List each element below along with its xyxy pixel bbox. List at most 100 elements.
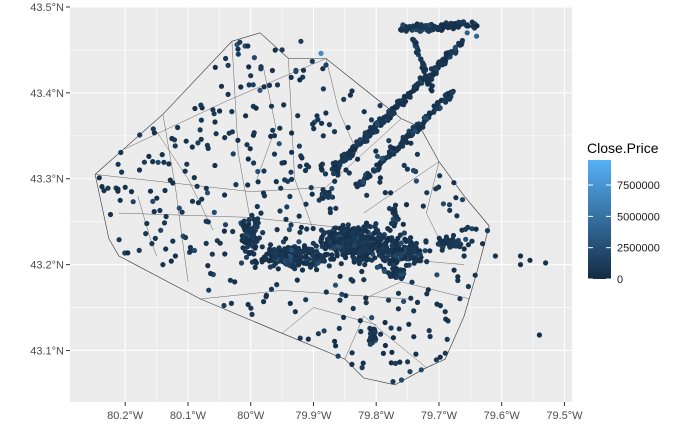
sale-point bbox=[397, 232, 403, 238]
sale-point bbox=[333, 160, 339, 166]
sale-point bbox=[378, 246, 384, 252]
sale-points bbox=[96, 19, 549, 385]
sale-point bbox=[474, 33, 480, 39]
sale-point bbox=[543, 260, 549, 266]
sale-point bbox=[268, 103, 275, 109]
sale-point bbox=[329, 185, 335, 192]
sale-point bbox=[418, 22, 424, 28]
sale-point bbox=[298, 153, 304, 159]
sale-point bbox=[161, 159, 167, 165]
sale-point bbox=[384, 256, 390, 262]
sale-point bbox=[492, 253, 498, 259]
sale-point bbox=[363, 300, 369, 306]
sale-point bbox=[221, 228, 227, 234]
sale-point bbox=[160, 262, 166, 268]
sale-point bbox=[298, 224, 304, 230]
sale-point bbox=[128, 189, 135, 195]
sale-point bbox=[397, 359, 403, 365]
sale-point bbox=[396, 251, 402, 257]
sale-point bbox=[243, 113, 249, 119]
sale-point bbox=[275, 266, 281, 272]
sale-point bbox=[377, 179, 383, 185]
sale-point bbox=[163, 246, 169, 252]
sale-point bbox=[392, 247, 398, 253]
sale-point bbox=[411, 308, 417, 314]
sale-point bbox=[382, 190, 388, 196]
sale-point bbox=[310, 225, 316, 232]
sale-point bbox=[261, 84, 267, 90]
sale-point bbox=[402, 137, 408, 143]
sale-point bbox=[374, 153, 381, 159]
sale-point bbox=[154, 195, 160, 201]
sale-point bbox=[403, 202, 410, 208]
sale-point bbox=[277, 208, 283, 214]
sale-point bbox=[212, 119, 218, 125]
sale-point bbox=[245, 43, 251, 49]
sale-point bbox=[238, 260, 245, 266]
sale-point bbox=[204, 190, 211, 196]
sale-point bbox=[101, 188, 107, 194]
sale-point bbox=[358, 232, 364, 238]
sale-point bbox=[118, 149, 124, 156]
sale-point bbox=[289, 176, 295, 182]
sale-point bbox=[449, 90, 455, 96]
sale-point bbox=[251, 216, 257, 222]
sale-point bbox=[297, 335, 303, 341]
sale-point bbox=[420, 124, 426, 130]
sale-point bbox=[423, 73, 429, 79]
sale-point bbox=[389, 109, 395, 115]
sale-point bbox=[379, 155, 385, 162]
sale-point bbox=[426, 22, 432, 28]
sale-point bbox=[137, 132, 143, 138]
y-axis: 43.1°N 43.2°N 43.3°N 43.4°N 43.5°N bbox=[30, 2, 70, 357]
sale-point bbox=[158, 227, 164, 233]
district-line bbox=[156, 131, 214, 231]
sale-point bbox=[352, 256, 358, 262]
sale-point bbox=[451, 180, 457, 186]
sale-point bbox=[350, 234, 356, 240]
sale-point bbox=[401, 93, 407, 100]
district-line bbox=[125, 58, 327, 149]
sale-point bbox=[474, 23, 480, 29]
sale-point bbox=[161, 220, 168, 226]
sale-point bbox=[119, 169, 125, 175]
sale-point bbox=[252, 245, 258, 251]
legend-break-label: 7500000 bbox=[617, 180, 660, 192]
sale-point bbox=[136, 167, 143, 173]
sale-point bbox=[362, 130, 368, 136]
sale-point bbox=[418, 367, 424, 373]
sale-point bbox=[447, 207, 453, 213]
sale-point bbox=[418, 56, 424, 63]
sale-point bbox=[298, 38, 304, 44]
sale-point bbox=[222, 192, 228, 198]
sale-point bbox=[441, 57, 448, 63]
sale-point bbox=[259, 244, 265, 250]
sale-point bbox=[377, 231, 383, 237]
sale-point bbox=[351, 242, 358, 248]
sale-point bbox=[388, 220, 395, 226]
sale-point bbox=[288, 74, 294, 80]
sale-point bbox=[356, 182, 362, 188]
sale-point bbox=[144, 220, 150, 227]
sale-point bbox=[297, 163, 303, 169]
sale-point bbox=[334, 167, 340, 173]
sale-point bbox=[294, 277, 300, 283]
sale-point bbox=[473, 226, 479, 232]
sale-point bbox=[303, 297, 309, 303]
sale-point bbox=[462, 226, 469, 232]
sale-point bbox=[246, 64, 252, 70]
sale-point bbox=[469, 19, 475, 25]
sale-point bbox=[368, 117, 375, 123]
sale-point bbox=[296, 213, 302, 219]
sale-point bbox=[361, 109, 367, 115]
sale-point bbox=[372, 223, 378, 230]
sale-point bbox=[375, 239, 381, 245]
sale-point bbox=[313, 243, 319, 249]
sale-point bbox=[433, 357, 439, 363]
sale-point bbox=[437, 303, 443, 309]
sale-point bbox=[337, 236, 343, 242]
sale-point bbox=[437, 173, 443, 179]
sale-point bbox=[371, 242, 377, 248]
sale-point bbox=[405, 359, 411, 365]
sale-point bbox=[357, 141, 363, 147]
